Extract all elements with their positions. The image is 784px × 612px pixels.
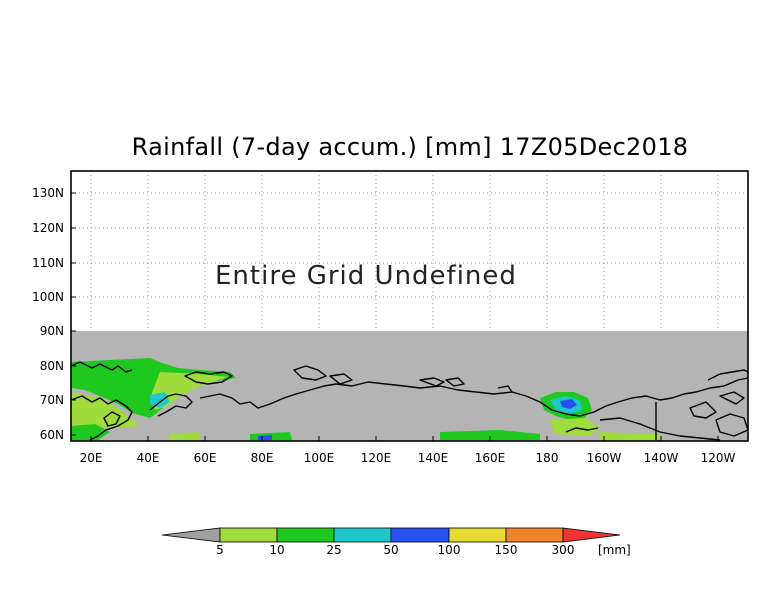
rain-area-south-strip-3 [600, 432, 660, 440]
legend-swatch-above [562, 527, 621, 543]
legend-label-50: 50 [383, 543, 399, 557]
legend-label-100: 100 [437, 543, 461, 557]
lat-label-90n: 90N [39, 324, 64, 338]
lon-label-120w: 120W [700, 451, 736, 465]
lon-label-160w: 160W [586, 451, 622, 465]
legend-swatch-5 [448, 527, 507, 543]
lon-label-160e: 160E [474, 451, 506, 465]
grid-lines [71, 171, 748, 331]
legend-label-10: 10 [269, 543, 285, 557]
legend-label-300: 300 [551, 543, 575, 557]
lon-label-180: 180 [535, 451, 559, 465]
legend-label-150: 150 [494, 543, 518, 557]
rain-area-bering-south [550, 418, 600, 436]
legend-swatch-2 [276, 527, 335, 543]
coastlines [70, 361, 749, 441]
lon-label-20e: 20E [79, 451, 103, 465]
rain-area-south-strip-2 [440, 430, 540, 440]
rain-area-scandinavia [71, 424, 110, 440]
tick-marks [71, 192, 719, 441]
undefined-grid-note: Entire Grid Undefined [215, 261, 517, 291]
rain-area-light-1 [150, 372, 228, 410]
lon-label-120e: 120E [360, 451, 392, 465]
lat-label-130n: 130N [32, 186, 64, 200]
lon-label-80e: 80E [250, 451, 274, 465]
legend-swatch-1 [219, 527, 278, 543]
legend-swatch-6 [505, 527, 564, 543]
plot-frame [70, 170, 749, 442]
legend-swatch-4 [390, 527, 450, 543]
lat-label-60n: 60N [39, 428, 64, 442]
lon-label-140w: 140W [643, 451, 679, 465]
lat-label-100n: 100N [32, 290, 64, 304]
map-title: Rainfall (7-day accum.) [mm] 17Z05Dec201… [131, 133, 689, 161]
rain-area-cyan [150, 392, 170, 408]
lat-label-120n: 120N [32, 221, 64, 235]
rain-area-south-strip-4 [170, 432, 200, 440]
lon-label-100e: 100E [303, 451, 335, 465]
lat-label-110n: 110N [32, 256, 64, 270]
lat-label-80n: 80N [39, 359, 64, 373]
lat-label-70n: 70N [39, 393, 64, 407]
legend-unit: [mm] [598, 543, 631, 557]
legend-swatch-below [161, 527, 221, 543]
lon-label-40e: 40E [136, 451, 160, 465]
lon-label-60e: 60E [193, 451, 217, 465]
legend-label-25: 25 [326, 543, 342, 557]
lon-label-140e: 140E [417, 451, 449, 465]
rain-area-light-2 [71, 392, 140, 428]
rain-area-bering-blue [560, 399, 577, 409]
legend-swatch-3 [333, 527, 392, 543]
legend-colorbar [161, 527, 621, 543]
legend-label-5: 5 [216, 543, 224, 557]
